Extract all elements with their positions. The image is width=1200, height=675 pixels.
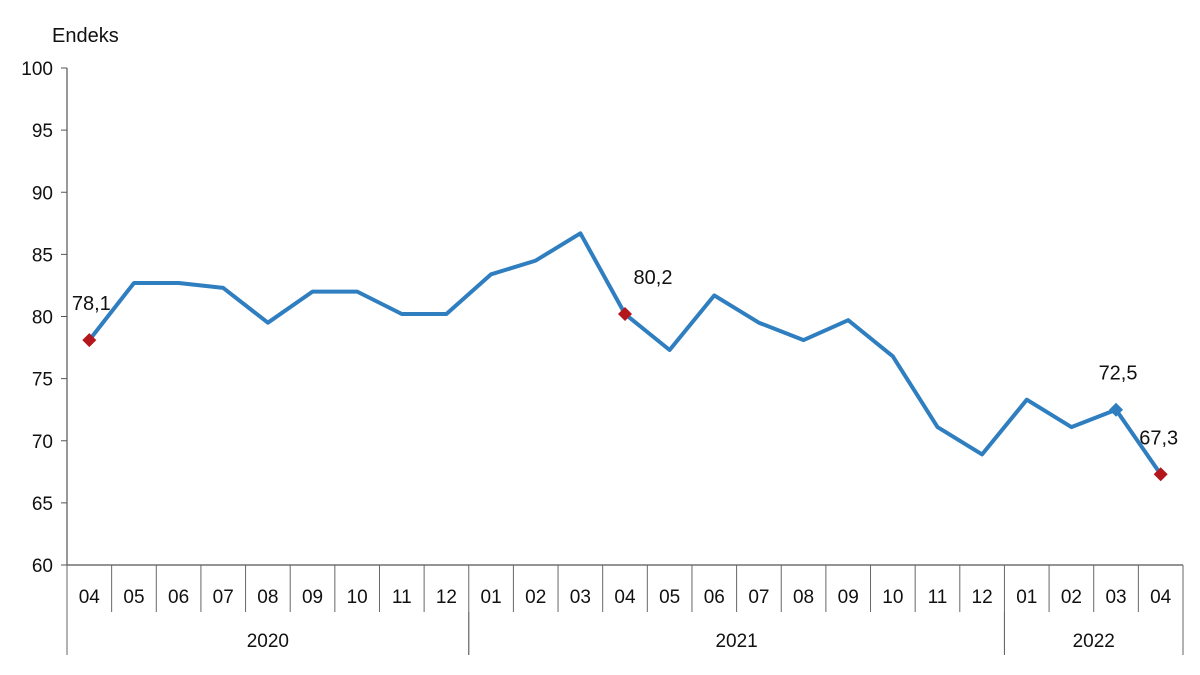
- x-tick-label: 01: [481, 587, 502, 608]
- x-tick-label: 07: [213, 587, 234, 608]
- y-tick-label: 80: [32, 308, 53, 329]
- x-tick-label: 09: [838, 587, 859, 608]
- year-label: 2022: [1073, 631, 1115, 652]
- y-tick-label: 75: [32, 370, 53, 391]
- x-tick-label: 10: [882, 587, 903, 608]
- y-tick-label: 60: [32, 556, 53, 577]
- data-point-marker: [618, 307, 632, 322]
- x-tick-label: 01: [1016, 587, 1037, 608]
- x-tick-label: 10: [347, 587, 368, 608]
- x-tick-label: 12: [436, 587, 457, 608]
- x-tick-label: 05: [123, 587, 144, 608]
- x-tick-label: 07: [748, 587, 769, 608]
- x-tick-label: 04: [614, 587, 636, 608]
- x-tick-label: 04: [79, 587, 101, 608]
- x-tick-label: 11: [392, 587, 412, 608]
- x-tick-label: 08: [793, 587, 814, 608]
- data-label: 67,3: [1139, 427, 1178, 449]
- data-point-marker: [1109, 402, 1124, 417]
- x-tick-label: 12: [972, 587, 993, 608]
- data-label: 78,1: [72, 293, 111, 315]
- data-point-marker: [1153, 467, 1168, 482]
- y-tick-label: 85: [32, 245, 53, 266]
- y-tick-label: 90: [32, 183, 53, 204]
- x-tick-label: 02: [1061, 587, 1082, 608]
- data-label: 72,5: [1099, 363, 1138, 385]
- x-axis-year-labels: 2020 2021 2022: [66, 612, 1184, 655]
- x-tick-label: 06: [168, 587, 189, 608]
- x-tick-label: 08: [257, 587, 278, 608]
- y-tick-label: 100: [21, 59, 53, 80]
- year-label: 2021: [715, 631, 757, 652]
- y-tick-label: 65: [32, 494, 53, 515]
- y-axis-title: Endeks: [52, 25, 119, 47]
- x-tick-label: 09: [302, 587, 323, 608]
- series-line: [87, 231, 1163, 477]
- y-tick-label: 95: [32, 121, 53, 142]
- x-tick-label: 03: [1105, 587, 1126, 608]
- marker-group: [82, 307, 1168, 482]
- y-axis-ticks: 60 65 70 75 80 85 90 95 100: [21, 59, 67, 577]
- x-tick-label: 05: [659, 587, 680, 608]
- year-label: 2020: [247, 631, 289, 652]
- data-point-marker: [82, 333, 97, 348]
- x-tick-label: 04: [1150, 587, 1172, 608]
- x-tick-label: 06: [704, 587, 725, 608]
- data-label: 80,2: [634, 267, 673, 289]
- y-tick-label: 70: [32, 432, 53, 453]
- x-tick-label: 02: [525, 587, 546, 608]
- x-tick-label: 03: [570, 587, 591, 608]
- x-axis-ticks: 04 05 06 07 08 09 10 11 12 01 02 03 04 05 06 07 08 09 10 11…: [66, 565, 1184, 612]
- x-tick-label: 11: [928, 587, 948, 608]
- data-label-group: 78,1 80,2 72,5 67,3: [72, 267, 1178, 449]
- series-group: [87, 231, 1163, 477]
